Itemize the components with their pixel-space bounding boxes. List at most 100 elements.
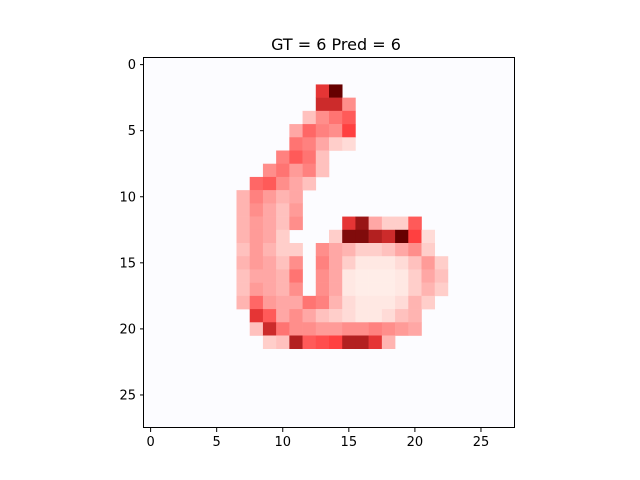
heatmap-cell — [249, 190, 264, 204]
heatmap-cell — [395, 269, 409, 283]
heatmap-cell — [302, 163, 317, 178]
heatmap-cell — [276, 322, 290, 336]
heatmap-cell — [329, 84, 343, 98]
heatmap-cell — [395, 243, 409, 257]
heatmap-cell — [236, 190, 251, 204]
heatmap-cell — [421, 282, 436, 297]
heatmap-cell — [276, 269, 290, 283]
heatmap-cell — [276, 309, 290, 323]
heatmap-cell — [355, 335, 369, 350]
heatmap-cell — [276, 335, 290, 350]
heatmap-cell — [342, 269, 356, 283]
x-axis: 0 5 10 15 20 25 — [146, 428, 489, 450]
heatmap-cell — [395, 295, 409, 310]
heatmap-cell — [315, 110, 330, 125]
heatmap-cell — [249, 322, 264, 336]
heatmap-cell — [355, 322, 369, 336]
heatmap-cell — [276, 243, 290, 257]
heatmap-cell — [236, 216, 251, 231]
heatmap-cell — [329, 309, 343, 323]
heatmap-cell — [355, 216, 369, 231]
heatmap-cell — [262, 295, 277, 310]
heatmap-cell — [342, 282, 356, 297]
heatmap-cell — [315, 309, 330, 323]
heatmap-cell — [434, 256, 449, 270]
heatmap-cell — [289, 322, 303, 336]
heatmap-cell — [355, 256, 369, 270]
heatmap-cell — [249, 282, 264, 297]
heatmap-cell — [236, 282, 251, 297]
heatmap-cell — [421, 256, 436, 270]
heatmap-cell — [355, 309, 369, 323]
heatmap-cell — [329, 124, 343, 138]
heatmap-cell — [381, 216, 396, 231]
heatmap-cell — [355, 295, 369, 310]
heatmap-cell — [342, 124, 356, 138]
heatmap-cell — [368, 309, 383, 323]
heatmap-cell — [329, 110, 343, 125]
heatmap-cell — [381, 335, 396, 350]
heatmap-cell — [329, 322, 343, 336]
heatmap-cell — [329, 137, 343, 151]
heatmap-cell — [276, 190, 290, 204]
heatmap-cell — [395, 309, 409, 323]
chart-title: GT = 6 Pred = 6 — [271, 35, 401, 54]
heatmap-cell — [289, 309, 303, 323]
heatmap-cell — [315, 322, 330, 336]
heatmap-cell — [262, 203, 277, 217]
heatmap-cell — [315, 84, 330, 98]
heatmap-cell — [262, 229, 277, 244]
heatmap-cell — [368, 256, 383, 270]
heatmap-cell — [262, 335, 277, 350]
heatmap-cell — [368, 295, 383, 310]
heatmap-cell — [421, 243, 436, 257]
heatmap-cell — [249, 216, 264, 231]
heatmap-cell — [434, 269, 449, 283]
heatmap-cell — [434, 282, 449, 297]
heatmap-cell — [381, 282, 396, 297]
heatmap-cell — [249, 203, 264, 217]
heatmap-cell — [342, 216, 356, 231]
x-tick-label: 15 — [341, 435, 358, 450]
heatmap-cell — [315, 243, 330, 257]
heatmap-cell — [262, 176, 277, 191]
heatmap-cell — [355, 229, 369, 244]
heatmap-cell — [395, 282, 409, 297]
heatmap-cell — [302, 150, 317, 165]
heatmap-cell — [262, 216, 277, 231]
heatmap-cell — [395, 229, 409, 244]
heatmap-cell — [329, 295, 343, 310]
heatmap-cell — [289, 216, 303, 231]
heatmap-cell — [421, 229, 436, 244]
heatmap-cell — [276, 150, 290, 165]
heatmap-cell — [289, 137, 303, 151]
heatmap-cell — [381, 256, 396, 270]
heatmap-cell — [408, 229, 422, 244]
heatmap-cell — [342, 110, 356, 125]
heatmap-cell — [262, 256, 277, 270]
heatmap-cell — [408, 269, 422, 283]
heatmap-cell — [368, 335, 383, 350]
x-tick-label: 5 — [213, 435, 221, 450]
heatmap-cell — [262, 269, 277, 283]
heatmap-cell — [289, 295, 303, 310]
heatmap-cell — [302, 110, 317, 125]
heatmap-cell — [368, 322, 383, 336]
heatmap-cell — [342, 335, 356, 350]
heatmap-cell — [276, 203, 290, 217]
heatmap-cell — [342, 137, 356, 151]
heatmap-cell — [236, 203, 251, 217]
heatmap-cell — [381, 309, 396, 323]
heatmap-cell — [302, 124, 317, 138]
heatmap-cell — [381, 269, 396, 283]
heatmap-cell — [289, 163, 303, 178]
heatmap-cell — [262, 190, 277, 204]
heatmap-cell — [342, 295, 356, 310]
heatmap-cell — [408, 295, 422, 310]
heatmap-cell — [302, 309, 317, 323]
y-tick-label: 0 — [128, 58, 136, 73]
heatmap-cell — [249, 176, 264, 191]
heatmap-cell — [315, 335, 330, 350]
plot-frame — [143, 57, 515, 428]
